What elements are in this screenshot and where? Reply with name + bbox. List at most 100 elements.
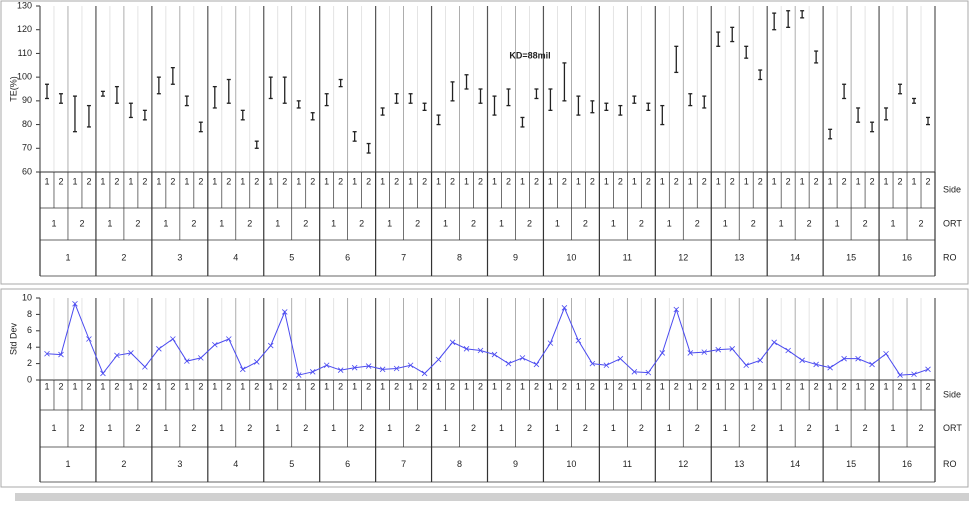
side-label: 2	[170, 176, 175, 186]
side-label: 1	[380, 176, 385, 186]
side-label: 1	[772, 176, 777, 186]
marker	[393, 365, 400, 372]
marker	[645, 369, 652, 376]
ro-label: 1	[65, 459, 70, 469]
ro-label: 4	[233, 459, 238, 469]
ort-label: 1	[331, 218, 336, 228]
range-bar	[646, 102, 651, 111]
ro-label: 14	[790, 459, 800, 469]
ro-label: 15	[846, 252, 856, 262]
marker	[309, 369, 316, 375]
side-label: 1	[464, 381, 469, 391]
ort-label: 2	[303, 218, 308, 228]
side-label: 1	[912, 381, 917, 391]
range-bar	[338, 78, 343, 88]
marker	[86, 336, 92, 342]
marker	[267, 342, 274, 349]
range-bar	[310, 112, 315, 121]
marker	[841, 355, 847, 362]
ort-label: 1	[667, 218, 672, 228]
marker	[253, 359, 260, 365]
range-bar	[590, 100, 595, 114]
range-bar	[884, 107, 889, 121]
ort-label: 2	[695, 423, 700, 433]
ort-label: 1	[723, 218, 728, 228]
ort-label: 2	[359, 218, 364, 228]
ort-label: 2	[919, 423, 924, 433]
side-label: 1	[744, 381, 749, 391]
side-label: 1	[44, 381, 49, 391]
side-label: 1	[520, 176, 525, 186]
ro-label: 14	[790, 252, 800, 262]
side-label: 1	[660, 381, 665, 391]
side-label: 1	[100, 381, 105, 391]
side-label: 1	[800, 176, 805, 186]
side-label: 1	[632, 381, 637, 391]
side-label: 2	[618, 381, 623, 391]
ort-label: 1	[275, 423, 280, 433]
marker	[379, 366, 386, 373]
marker	[771, 339, 777, 346]
ort-label: 1	[723, 423, 728, 433]
range-bar	[674, 45, 679, 74]
side-label: 1	[492, 176, 497, 186]
ort-label: 2	[807, 218, 812, 228]
marker	[785, 347, 791, 354]
range-bar	[660, 104, 665, 126]
range-bar	[604, 102, 609, 111]
ro-label: 13	[734, 459, 744, 469]
ort-label: 2	[751, 423, 756, 433]
marker	[100, 370, 106, 377]
side-label: 2	[450, 381, 455, 391]
side-label: 2	[422, 176, 427, 186]
marker	[323, 362, 330, 369]
marker	[827, 364, 833, 371]
marker	[72, 300, 78, 307]
side-label: 2	[394, 176, 399, 186]
range-bar	[114, 85, 119, 104]
side-label: 2	[562, 381, 567, 391]
y-tick-label: 110	[18, 48, 32, 58]
side-label: 2	[758, 381, 763, 391]
ort-label: 2	[863, 423, 868, 433]
ort-label: 1	[275, 218, 280, 228]
y-tick-label: 60	[22, 166, 32, 176]
side-label: 1	[604, 176, 609, 186]
side-label: 1	[72, 381, 77, 391]
range-bar	[786, 10, 791, 28]
side-label: 2	[338, 381, 343, 391]
ort-label: 1	[835, 218, 840, 228]
range-bar	[520, 116, 525, 128]
ort-label: 1	[779, 423, 784, 433]
marker	[743, 362, 749, 369]
side-label: 1	[576, 176, 581, 186]
side-label: 2	[898, 381, 903, 391]
ort-label: 2	[79, 423, 84, 433]
side-label: 1	[72, 176, 77, 186]
range-bar	[562, 62, 567, 102]
range-bar	[870, 121, 875, 133]
marker	[547, 340, 554, 346]
ro-label: 16	[902, 459, 912, 469]
ort-label: 1	[555, 218, 560, 228]
range-bar	[44, 83, 49, 100]
range-bar	[58, 93, 63, 104]
range-bar	[800, 10, 805, 19]
side-label: 1	[856, 176, 861, 186]
range-bar	[716, 31, 721, 47]
marker	[407, 362, 414, 369]
ort-label: 1	[891, 218, 896, 228]
side-label: 2	[282, 381, 287, 391]
range-bar	[842, 83, 847, 100]
side-label: 1	[464, 176, 469, 186]
side-label: 1	[884, 381, 889, 391]
bottom-panel	[0, 288, 969, 488]
marker	[715, 346, 722, 353]
side-label: 2	[478, 381, 483, 391]
marker	[365, 363, 372, 369]
side-label: 2	[842, 176, 847, 186]
ort-label: 1	[107, 423, 112, 433]
marker	[212, 341, 218, 348]
ort-label: 1	[387, 423, 392, 433]
y-tick-label: 70	[22, 143, 32, 153]
